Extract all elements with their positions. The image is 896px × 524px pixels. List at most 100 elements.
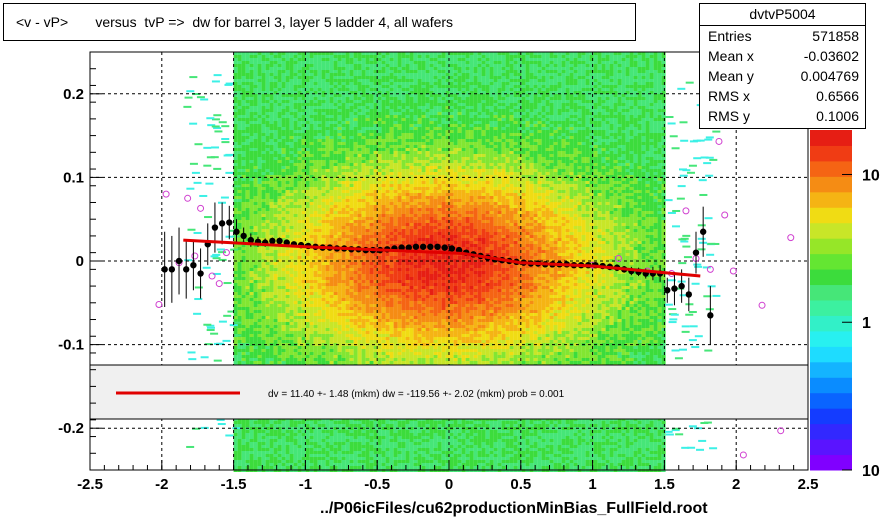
heatmap-cell bbox=[241, 439, 246, 442]
heatmap-cell bbox=[317, 334, 322, 337]
heatmap-cell bbox=[321, 346, 326, 349]
heatmap-cell bbox=[365, 283, 370, 286]
heatmap-cell bbox=[265, 235, 270, 238]
heatmap-cell bbox=[281, 319, 286, 322]
heatmap-cell bbox=[245, 145, 250, 148]
heatmap-cell bbox=[349, 214, 354, 217]
heatmap-cell bbox=[317, 211, 322, 214]
heatmap-cell bbox=[309, 241, 314, 244]
heatmap-cell bbox=[337, 262, 342, 265]
heatmap-cell bbox=[313, 64, 318, 67]
heatmap-cell bbox=[321, 460, 326, 463]
heatmap-cell bbox=[349, 154, 354, 157]
heatmap-cell bbox=[325, 292, 330, 295]
heatmap-cell bbox=[289, 172, 294, 175]
heatmap-cell bbox=[353, 328, 358, 331]
heatmap-cell bbox=[289, 193, 294, 196]
heatmap-cell bbox=[365, 361, 370, 364]
heatmap-cell bbox=[341, 124, 346, 127]
heatmap-cell bbox=[281, 445, 286, 448]
heatmap-cell bbox=[249, 214, 254, 217]
heatmap-cell bbox=[233, 97, 238, 100]
heatmap-cell bbox=[265, 283, 270, 286]
heatmap-cell bbox=[265, 163, 270, 166]
heatmap-cell bbox=[257, 247, 262, 250]
heatmap-cell bbox=[233, 118, 238, 121]
heatmap-cell bbox=[325, 202, 330, 205]
heatmap-cell bbox=[325, 460, 330, 463]
heatmap-cell bbox=[297, 463, 302, 466]
heatmap-cell bbox=[297, 100, 302, 103]
heatmap-cell bbox=[309, 265, 314, 268]
heatmap-cell bbox=[317, 163, 322, 166]
heatmap-cell bbox=[241, 55, 246, 58]
heatmap-cell bbox=[297, 355, 302, 358]
heatmap-cell bbox=[253, 175, 258, 178]
heatmap-cell bbox=[345, 238, 350, 241]
heatmap-cell bbox=[309, 442, 314, 445]
heatmap-cell bbox=[273, 58, 278, 61]
heatmap-cell bbox=[345, 229, 350, 232]
heatmap-cell bbox=[277, 100, 282, 103]
heatmap-cell bbox=[341, 436, 346, 439]
heatmap-cell bbox=[237, 463, 242, 466]
heatmap-cell bbox=[349, 163, 354, 166]
heatmap-cell bbox=[281, 322, 286, 325]
heatmap-cell bbox=[297, 130, 302, 133]
heatmap-cell bbox=[309, 118, 314, 121]
heatmap-cell bbox=[321, 163, 326, 166]
heatmap-cell bbox=[317, 55, 322, 58]
heatmap-cell bbox=[297, 433, 302, 436]
heatmap-cell bbox=[269, 283, 274, 286]
heatmap-cell bbox=[357, 421, 362, 424]
heatmap-cell bbox=[293, 187, 298, 190]
heatmap-cell bbox=[273, 232, 278, 235]
heatmap-cell bbox=[241, 331, 246, 334]
heatmap-cell bbox=[273, 175, 278, 178]
heatmap-cell bbox=[349, 343, 354, 346]
heatmap-cell bbox=[233, 316, 238, 319]
heatmap-cell bbox=[297, 175, 302, 178]
heatmap-cell bbox=[341, 265, 346, 268]
heatmap-cell bbox=[297, 238, 302, 241]
heatmap-cell bbox=[293, 73, 298, 76]
heatmap-cell bbox=[273, 298, 278, 301]
heatmap-cell bbox=[329, 352, 334, 355]
heatmap-cell bbox=[345, 253, 350, 256]
heatmap-cell bbox=[317, 244, 322, 247]
heatmap-cell bbox=[349, 205, 354, 208]
heatmap-cell bbox=[261, 445, 266, 448]
heatmap-cell bbox=[265, 133, 270, 136]
heatmap-cell bbox=[301, 118, 306, 121]
heatmap-cell bbox=[277, 337, 282, 340]
heatmap-cell bbox=[233, 313, 238, 316]
heatmap-cell bbox=[325, 277, 330, 280]
heatmap-cell bbox=[349, 280, 354, 283]
heatmap-cell bbox=[265, 454, 270, 457]
heatmap-cell bbox=[289, 214, 294, 217]
heatmap-cell bbox=[309, 85, 314, 88]
heatmap-cell bbox=[341, 190, 346, 193]
heatmap-cell bbox=[289, 88, 294, 91]
heatmap-cell bbox=[269, 277, 274, 280]
heatmap-cell bbox=[369, 70, 374, 73]
heatmap-cell bbox=[333, 85, 338, 88]
heatmap-cell bbox=[341, 178, 346, 181]
heatmap-cell bbox=[317, 448, 322, 451]
heatmap-cell bbox=[349, 187, 354, 190]
heatmap-cell bbox=[285, 100, 290, 103]
heatmap-cell bbox=[309, 217, 314, 220]
heatmap-cell bbox=[321, 58, 326, 61]
heatmap-cell bbox=[265, 247, 270, 250]
heatmap-cell bbox=[273, 121, 278, 124]
heatmap-cell bbox=[349, 319, 354, 322]
heatmap-cell bbox=[309, 424, 314, 427]
heatmap-cell bbox=[253, 355, 258, 358]
heatmap-cell bbox=[349, 106, 354, 109]
heatmap-cell bbox=[353, 448, 358, 451]
heatmap-cell bbox=[329, 346, 334, 349]
heatmap-cell bbox=[357, 280, 362, 283]
heatmap-cell bbox=[281, 190, 286, 193]
heatmap-cell bbox=[269, 121, 274, 124]
heatmap-cell bbox=[297, 292, 302, 295]
